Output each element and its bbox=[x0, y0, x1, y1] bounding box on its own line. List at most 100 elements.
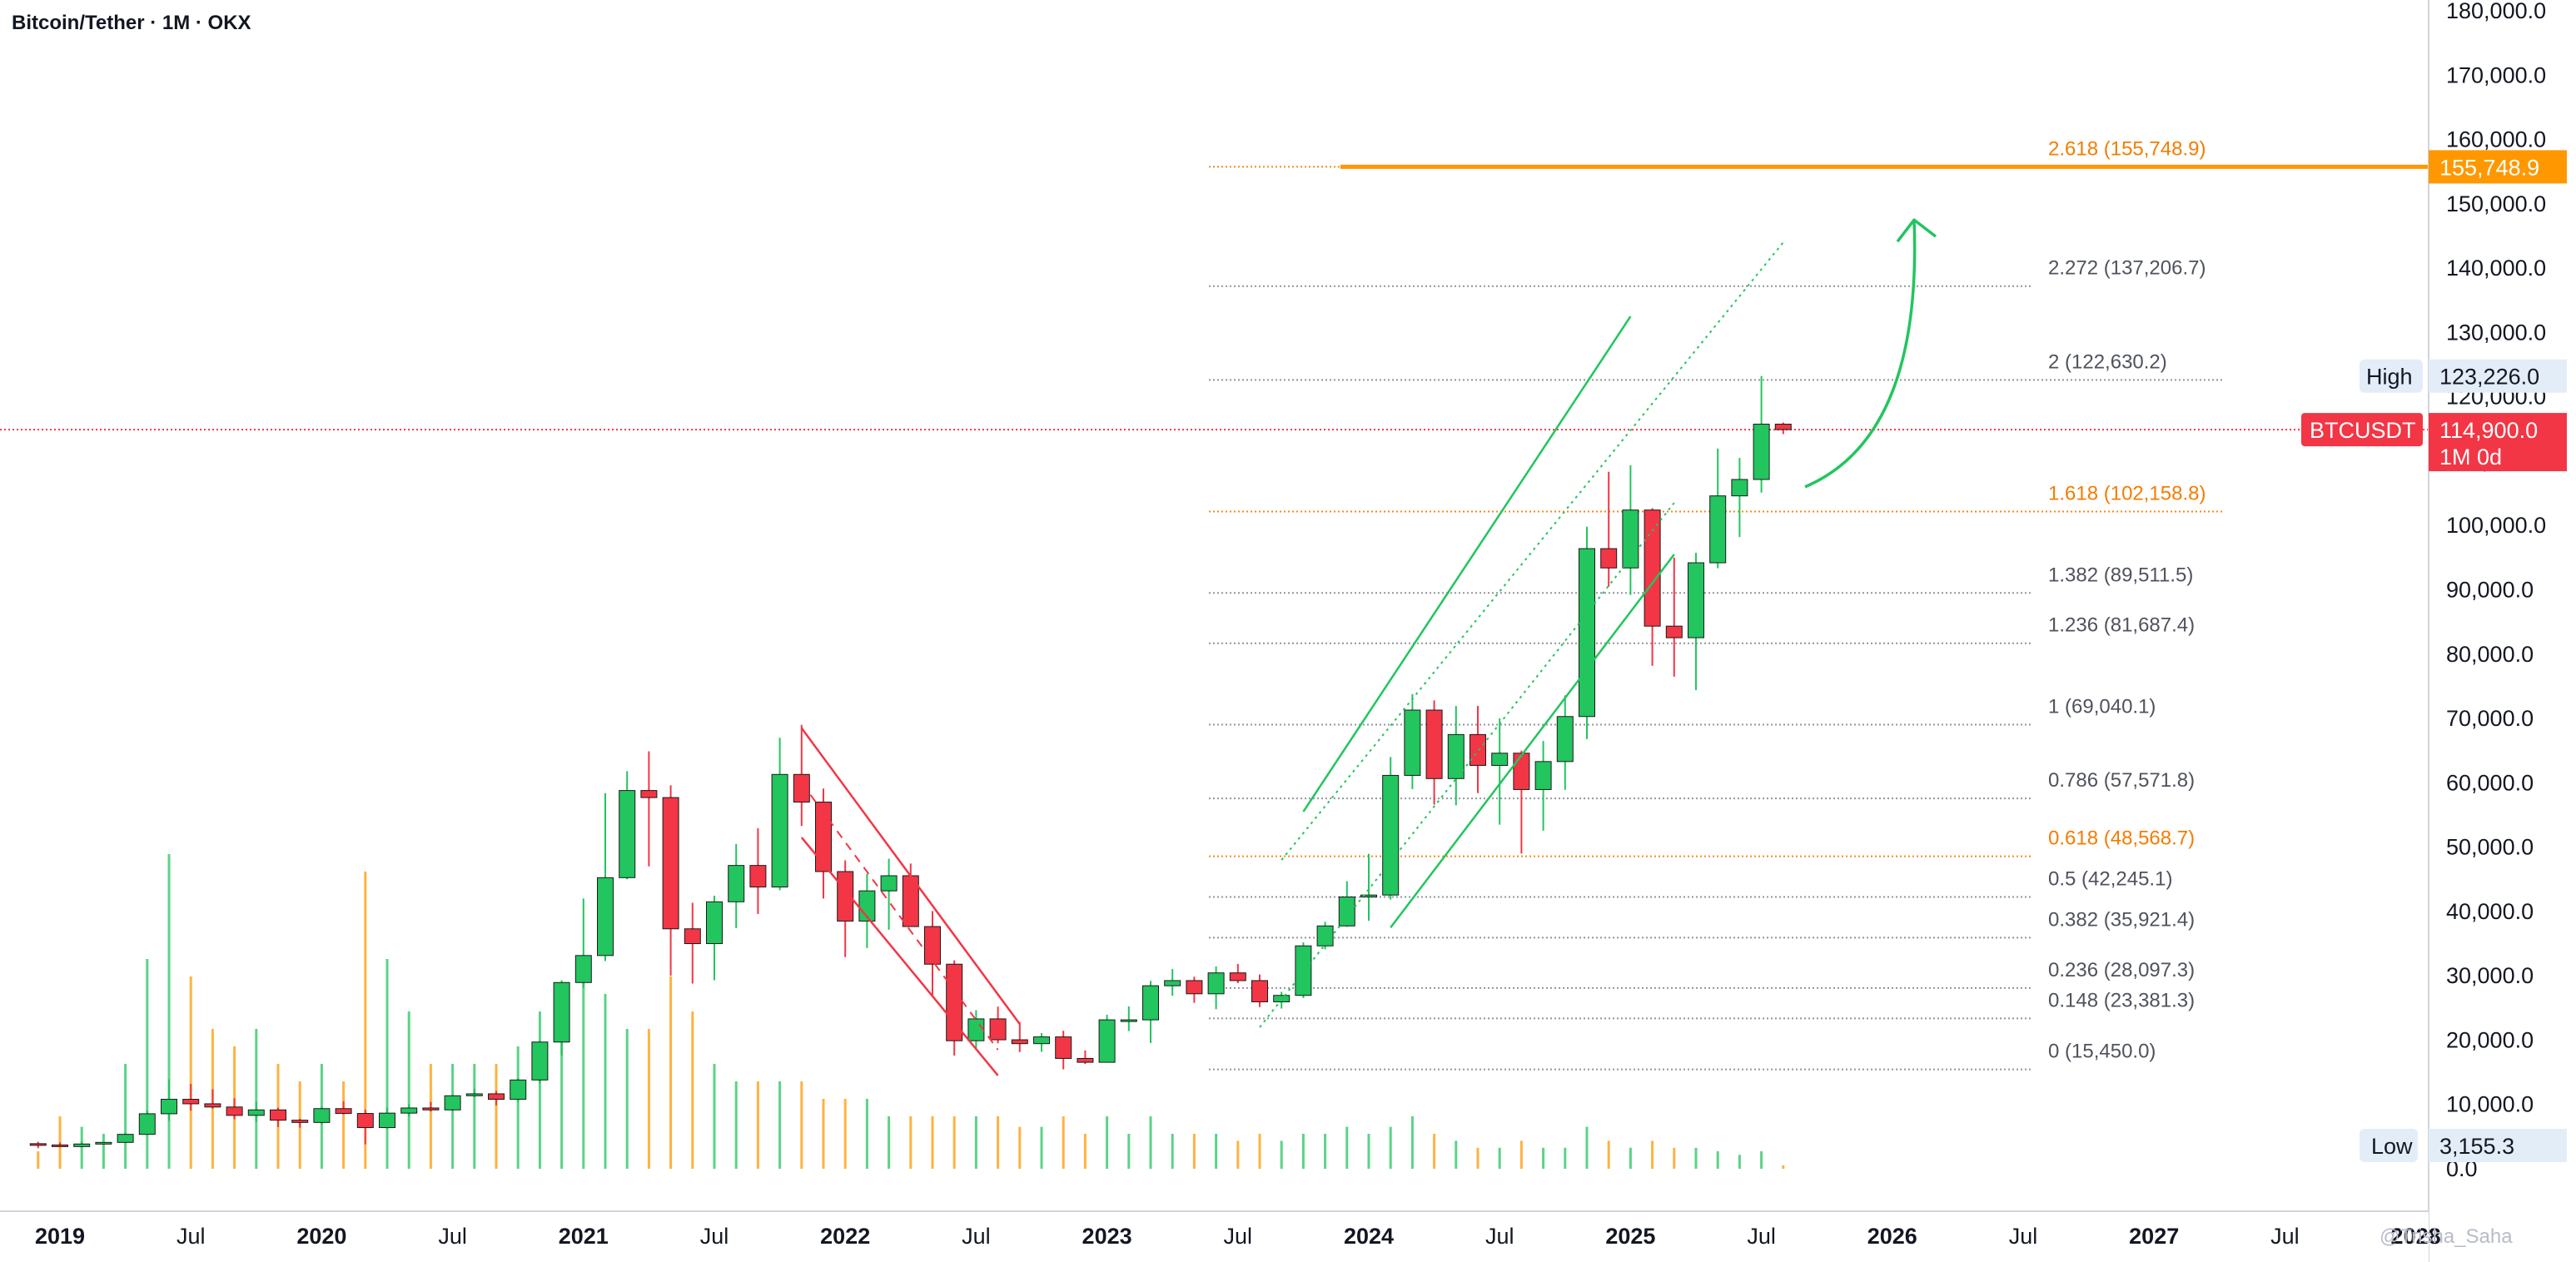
candle-body[interactable] bbox=[706, 901, 723, 945]
candle-body[interactable] bbox=[422, 1107, 440, 1110]
candle-body[interactable] bbox=[510, 1079, 527, 1101]
descending-channel-lower[interactable] bbox=[800, 837, 999, 1076]
candle-body[interactable] bbox=[1447, 733, 1465, 779]
candle-body[interactable] bbox=[1120, 1019, 1137, 1022]
candle-body[interactable] bbox=[619, 790, 636, 878]
candle-body[interactable] bbox=[1665, 625, 1683, 638]
candle-body[interactable] bbox=[1644, 509, 1661, 627]
candle-body[interactable] bbox=[1579, 548, 1595, 718]
candle-body[interactable] bbox=[356, 1113, 374, 1129]
candle-body[interactable] bbox=[684, 928, 701, 945]
candle-body[interactable] bbox=[793, 773, 810, 803]
projection-arrow-curve[interactable] bbox=[1804, 220, 1917, 489]
candle-body[interactable] bbox=[335, 1108, 352, 1115]
candle-body[interactable] bbox=[597, 877, 614, 956]
candle-body[interactable] bbox=[117, 1134, 134, 1143]
candle-body[interactable] bbox=[73, 1143, 91, 1147]
ascending-channel-upper[interactable] bbox=[1302, 316, 1632, 812]
candle-body[interactable] bbox=[749, 865, 767, 888]
drawings-group[interactable] bbox=[800, 218, 1937, 1076]
candle-body[interactable] bbox=[1033, 1036, 1050, 1045]
candle-body[interactable] bbox=[488, 1093, 505, 1101]
time-tick-label: Jul bbox=[177, 1224, 206, 1249]
candle-body[interactable] bbox=[313, 1108, 331, 1123]
candles-group[interactable] bbox=[29, 375, 1792, 1149]
ascending-channel-lower[interactable] bbox=[1390, 554, 1675, 928]
candle-body[interactable] bbox=[161, 1099, 177, 1115]
candle-body[interactable] bbox=[1011, 1039, 1028, 1045]
candle-body[interactable] bbox=[1316, 925, 1334, 946]
candle-body[interactable] bbox=[728, 865, 745, 902]
candle-body[interactable] bbox=[444, 1095, 461, 1110]
candle-body[interactable] bbox=[1600, 548, 1618, 569]
price-tick-label: 10,000.0 bbox=[2446, 1092, 2534, 1117]
candle-body[interactable] bbox=[1295, 945, 1312, 996]
candle-body[interactable] bbox=[1622, 509, 1639, 569]
candle-body[interactable] bbox=[52, 1144, 68, 1147]
candle-body[interactable] bbox=[815, 802, 832, 872]
candle-body[interactable] bbox=[1164, 980, 1181, 986]
candle-body[interactable] bbox=[771, 773, 788, 888]
candle-body[interactable] bbox=[662, 797, 679, 930]
candle-body[interactable] bbox=[1382, 774, 1400, 896]
volume-bar bbox=[167, 854, 171, 1169]
candle-body[interactable] bbox=[270, 1109, 286, 1121]
candle-body[interactable] bbox=[1774, 424, 1792, 430]
candle-body[interactable] bbox=[640, 790, 658, 798]
candle-body[interactable] bbox=[1055, 1036, 1072, 1059]
candle-body[interactable] bbox=[1425, 709, 1443, 779]
descending-channel-upper[interactable] bbox=[800, 727, 1021, 1025]
candle-body[interactable] bbox=[1470, 733, 1486, 766]
ascending-channel-inner-upper[interactable] bbox=[1281, 241, 1784, 861]
candle-body[interactable] bbox=[1077, 1057, 1094, 1063]
candle-body[interactable] bbox=[880, 875, 898, 892]
fibonacci-extension-group[interactable]: 0 (15,450.0) 0.148 (23,381.3) 0.236 (28,09… bbox=[0, 137, 2429, 1071]
candle-body[interactable] bbox=[1404, 709, 1421, 776]
candle-body[interactable] bbox=[291, 1120, 309, 1123]
candle-body[interactable] bbox=[247, 1109, 265, 1116]
candle-body[interactable] bbox=[574, 955, 592, 983]
descending-channel-middle[interactable] bbox=[800, 782, 999, 1051]
candle-body[interactable] bbox=[989, 1018, 1007, 1041]
candle-body[interactable] bbox=[1098, 1019, 1116, 1063]
candle-body[interactable] bbox=[1207, 972, 1225, 995]
candle-body[interactable] bbox=[1186, 980, 1203, 995]
candle-body[interactable] bbox=[1688, 562, 1704, 638]
candle-body[interactable] bbox=[1229, 972, 1246, 981]
candle-body[interactable] bbox=[1273, 995, 1290, 1002]
candle-body[interactable] bbox=[95, 1141, 112, 1145]
candle-body[interactable] bbox=[1753, 424, 1770, 480]
candle-body[interactable] bbox=[465, 1093, 483, 1096]
candle-body[interactable] bbox=[553, 981, 570, 1043]
volume-bar bbox=[1258, 1134, 1261, 1169]
candle-body[interactable] bbox=[204, 1103, 221, 1108]
candle-body[interactable] bbox=[29, 1143, 47, 1146]
candle-body[interactable] bbox=[226, 1106, 243, 1116]
candle-body[interactable] bbox=[1491, 753, 1509, 766]
candle-body[interactable] bbox=[1360, 894, 1377, 898]
volume-bar bbox=[473, 1064, 476, 1169]
candle-body[interactable] bbox=[1513, 753, 1530, 790]
candle-body[interactable] bbox=[182, 1099, 200, 1105]
candle-body[interactable] bbox=[1142, 985, 1159, 1021]
price-tick-label: 40,000.0 bbox=[2446, 899, 2534, 924]
candle-body[interactable] bbox=[1709, 495, 1727, 564]
time-tick-label: 2020 bbox=[296, 1224, 346, 1249]
price-tick-label: 180,000.0 bbox=[2446, 0, 2546, 23]
candle-body[interactable] bbox=[531, 1041, 549, 1081]
candle-body[interactable] bbox=[967, 1018, 985, 1041]
candle-body[interactable] bbox=[1338, 897, 1355, 927]
candle-body[interactable] bbox=[924, 926, 941, 965]
candle-body[interactable] bbox=[1731, 479, 1748, 497]
candle-body[interactable] bbox=[1556, 716, 1574, 763]
candle-body[interactable] bbox=[138, 1113, 156, 1135]
candle-body[interactable] bbox=[1534, 761, 1552, 790]
volume-bar bbox=[80, 1126, 83, 1169]
candle-body[interactable] bbox=[379, 1112, 395, 1129]
candle-body[interactable] bbox=[1251, 980, 1268, 1002]
ascending-channel-inner-lower[interactable] bbox=[1259, 502, 1675, 1028]
candle-body[interactable] bbox=[400, 1107, 418, 1114]
